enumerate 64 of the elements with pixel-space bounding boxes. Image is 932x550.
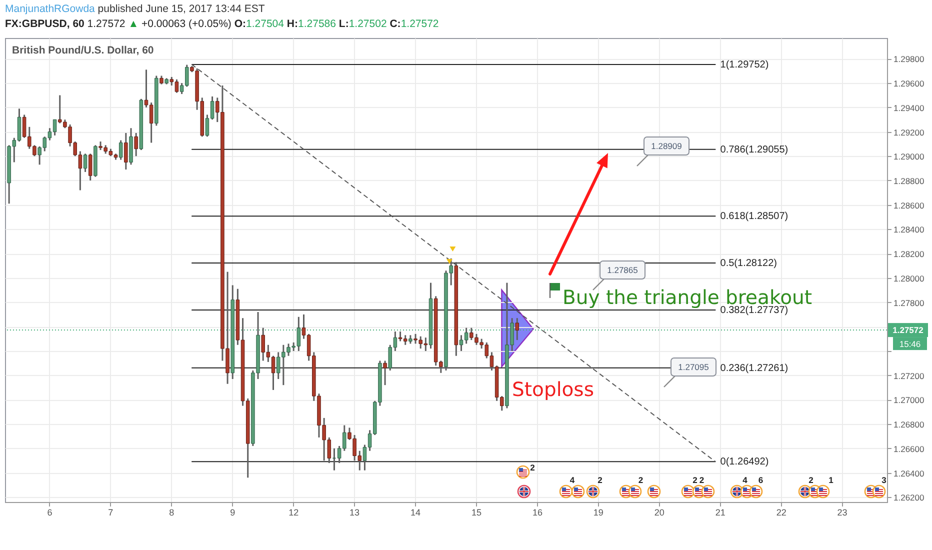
- x-tick-label: 22: [776, 508, 786, 518]
- x-tick-label: 6: [47, 508, 52, 518]
- y-tick-label: 1.28400: [894, 224, 924, 235]
- y-tick-label: 1.29400: [894, 102, 924, 113]
- y-tick-label: 1.26800: [894, 420, 924, 430]
- ref-line-label: 1.27572: [892, 325, 924, 336]
- annotation: 2: [699, 475, 704, 485]
- annotation: 4: [570, 475, 575, 485]
- candlestick: [88, 152, 92, 182]
- y-tick-label: 1.26400: [894, 468, 924, 478]
- candlestick: [134, 132, 138, 157]
- annotation: 2: [692, 475, 698, 485]
- candlestick: [118, 140, 123, 161]
- annotation: 2: [808, 475, 814, 485]
- candlestick: [83, 152, 88, 173]
- y-tick-label: 1.27800: [894, 298, 924, 308]
- annotation: 2: [530, 462, 536, 472]
- y-tick-label: 1.27000: [894, 395, 924, 406]
- text: British Pound/U.S. Dollar, 60: [12, 44, 154, 56]
- x-tick-label: 16: [532, 508, 542, 518]
- x-tick-label: 9: [230, 508, 236, 518]
- text: 15:46: [899, 338, 921, 349]
- candlestick: [515, 317, 520, 341]
- annotation: 6: [758, 475, 764, 485]
- annotation: 2: [598, 475, 603, 485]
- x-tick-label: 8: [169, 508, 174, 518]
- y-tick-label: 1.29000: [894, 152, 924, 162]
- series-label: 0(1.26492): [720, 456, 769, 468]
- x-tick-label: 13: [350, 508, 360, 518]
- y-tick-label: 1.27200: [894, 370, 924, 381]
- x-tick-label: 14: [410, 508, 421, 518]
- annotation: 4: [742, 475, 748, 485]
- series-label: 0.236(1.27261): [720, 362, 788, 374]
- y-tick-label: 1.26600: [894, 444, 924, 454]
- x-tick-label: 20: [654, 508, 664, 518]
- text: FX:GBPUSD, 60 1.27572 ▲ +0.00063 (+0.05%) O:1.27504 H:1.27586 L:1.27502 C:1.27572: [5, 18, 439, 30]
- series-label: 0.5(1.28122): [720, 258, 777, 270]
- y-tick-label: 1.29800: [894, 54, 924, 64]
- annotation: Stoploss: [512, 378, 594, 401]
- y-tick-label: 1.29200: [894, 127, 924, 138]
- series-label: 0.786(1.29055): [720, 144, 788, 156]
- y-tick-label: 1.28600: [894, 200, 924, 210]
- y-tick-label: 1.28800: [894, 176, 924, 186]
- text: ManjunathRGowda published June 15, 2017 13:44 EST: [5, 3, 265, 15]
- x-tick-label: 21: [715, 508, 726, 518]
- annotation: 1.27865: [607, 265, 638, 275]
- x-tick-label: 7: [108, 508, 114, 518]
- x-tick-label: 15: [471, 508, 482, 518]
- x-tick-label: 12: [288, 508, 299, 518]
- y-tick-label: 1.28200: [894, 249, 924, 260]
- y-tick-label: 1.28000: [894, 273, 924, 284]
- x-tick-label: 23: [837, 508, 848, 518]
- candlestick: [124, 132, 128, 170]
- series-label: 1(1.29752): [720, 60, 769, 71]
- x-tick-label: 19: [593, 508, 604, 518]
- y-tick-label: 1.29600: [894, 78, 924, 89]
- annotation: 1: [828, 475, 834, 485]
- annotation: 3: [882, 475, 887, 485]
- annotation: 1.27095: [678, 362, 710, 372]
- candlestick: [383, 360, 387, 386]
- series-label: 0.618(1.28507): [720, 211, 788, 222]
- annotation: 1.28909: [651, 141, 682, 151]
- y-tick-label: 1.26200: [894, 492, 924, 503]
- annotation: 2: [638, 475, 644, 485]
